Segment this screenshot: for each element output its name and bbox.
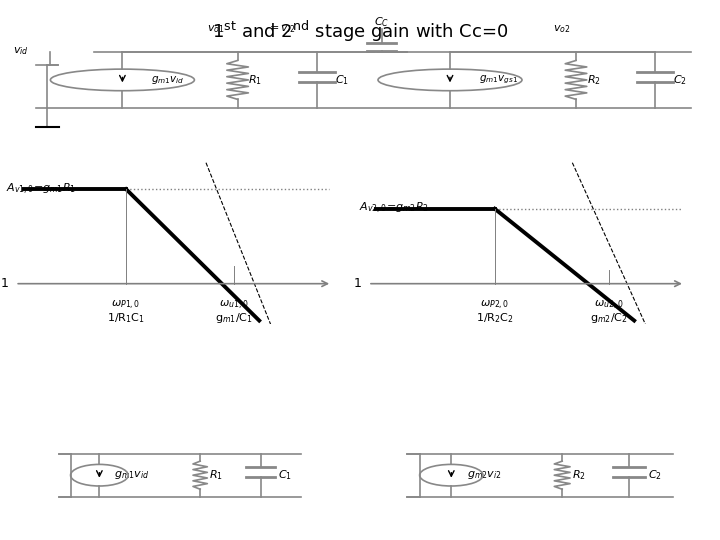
Text: $\omega_{P2,0}$: $\omega_{P2,0}$ [480, 299, 510, 312]
Text: $= v_{i2}$: $= v_{i2}$ [266, 23, 295, 35]
Text: $C_C$: $C_C$ [374, 15, 390, 29]
Text: $g_{m1}v_{gs1}$: $g_{m1}v_{gs1}$ [479, 74, 518, 86]
Text: $g_{m1}v_{id}$: $g_{m1}v_{id}$ [151, 74, 184, 86]
Text: g$_{m2}$/C$_2$: g$_{m2}$/C$_2$ [590, 312, 628, 325]
Text: $A_{v1,0}$=$g_{m1}R_1$: $A_{v1,0}$=$g_{m1}R_1$ [6, 181, 76, 197]
Text: $\omega_{P1,0}$: $\omega_{P1,0}$ [112, 299, 141, 312]
Text: $g_{m2}v_{i2}$: $g_{m2}v_{i2}$ [467, 469, 502, 481]
Text: 1/R$_1$C$_1$: 1/R$_1$C$_1$ [107, 312, 145, 325]
Text: $C_1$: $C_1$ [335, 73, 348, 87]
Text: $A_{v2,0}$=$g_{m2}R_2$: $A_{v2,0}$=$g_{m2}R_2$ [359, 201, 428, 217]
Text: $R_2$: $R_2$ [572, 468, 585, 482]
Text: $v_{o2}$: $v_{o2}$ [553, 23, 570, 35]
Text: $R_1$: $R_1$ [248, 73, 262, 87]
Text: $v_{id}$: $v_{id}$ [13, 45, 29, 57]
Text: 1: 1 [1, 277, 9, 290]
Text: $C_2$: $C_2$ [648, 468, 662, 482]
Text: 1$^{\rm st}$ and 2$^{\rm nd}$ stage gain with Cc=0: 1$^{\rm st}$ and 2$^{\rm nd}$ stage gain… [212, 19, 508, 44]
Text: $g_{m1}v_{id}$: $g_{m1}v_{id}$ [114, 469, 149, 481]
Text: $\omega_{u2,0}$: $\omega_{u2,0}$ [594, 299, 624, 312]
Text: $C_2$: $C_2$ [673, 73, 687, 87]
Text: 1: 1 [354, 277, 361, 290]
Text: $R_1$: $R_1$ [209, 468, 222, 482]
Text: g$_{m1}$/C$_1$: g$_{m1}$/C$_1$ [215, 312, 253, 325]
Text: $C_1$: $C_1$ [278, 468, 292, 482]
Text: $v_{o1}$: $v_{o1}$ [207, 23, 225, 35]
Text: 1/R$_2$C$_2$: 1/R$_2$C$_2$ [476, 312, 513, 325]
Text: $R_2$: $R_2$ [587, 73, 600, 87]
Text: $\omega_{u1,0}$: $\omega_{u1,0}$ [219, 299, 248, 312]
